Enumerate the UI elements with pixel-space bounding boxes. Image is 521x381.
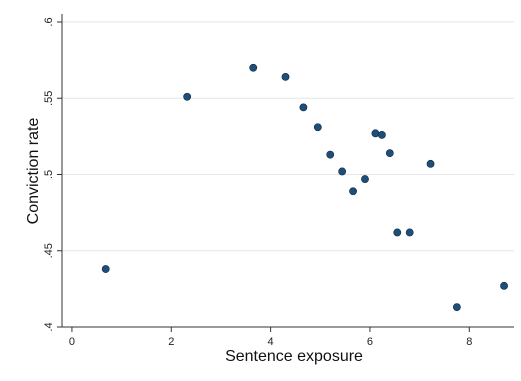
data-point-6 xyxy=(326,150,335,159)
y-tick-label-0: .4 xyxy=(43,322,55,331)
data-point-4 xyxy=(299,103,308,112)
data-point-13 xyxy=(393,228,402,237)
data-point-1 xyxy=(183,92,192,101)
data-point-14 xyxy=(405,228,414,237)
x-tick-label-0: 0 xyxy=(69,336,75,348)
data-point-7 xyxy=(338,167,347,176)
y-axis-ticks: .4 .45 .5 .55 .6 xyxy=(43,17,62,332)
y-axis-title: Conviction rate xyxy=(25,118,42,225)
x-tick-label-3: 6 xyxy=(367,336,373,348)
data-point-10 xyxy=(371,129,380,138)
data-point-16 xyxy=(452,303,461,312)
data-point-8 xyxy=(349,187,357,196)
x-axis-title: Sentence exposure xyxy=(225,348,363,365)
data-points xyxy=(101,63,508,312)
y-tick-label-4: .6 xyxy=(43,17,55,26)
data-point-5 xyxy=(313,123,322,132)
data-point-17 xyxy=(500,281,508,290)
data-point-12 xyxy=(385,149,394,158)
data-point-9 xyxy=(361,175,369,183)
x-tick-label-1: 2 xyxy=(168,336,174,348)
x-tick-label-2: 4 xyxy=(268,336,274,348)
data-point-2 xyxy=(249,63,258,72)
axes xyxy=(61,14,514,328)
y-tick-label-1: .45 xyxy=(43,243,55,258)
data-point-3 xyxy=(281,73,290,81)
data-point-15 xyxy=(426,159,435,168)
x-axis-ticks: 0 2 4 6 8 xyxy=(69,327,472,348)
data-point-11 xyxy=(377,130,386,139)
x-tick-label-4: 8 xyxy=(466,336,472,348)
y-tick-label-2: .5 xyxy=(43,170,55,179)
data-point-0 xyxy=(101,265,110,273)
y-tick-label-3: .55 xyxy=(43,91,55,106)
